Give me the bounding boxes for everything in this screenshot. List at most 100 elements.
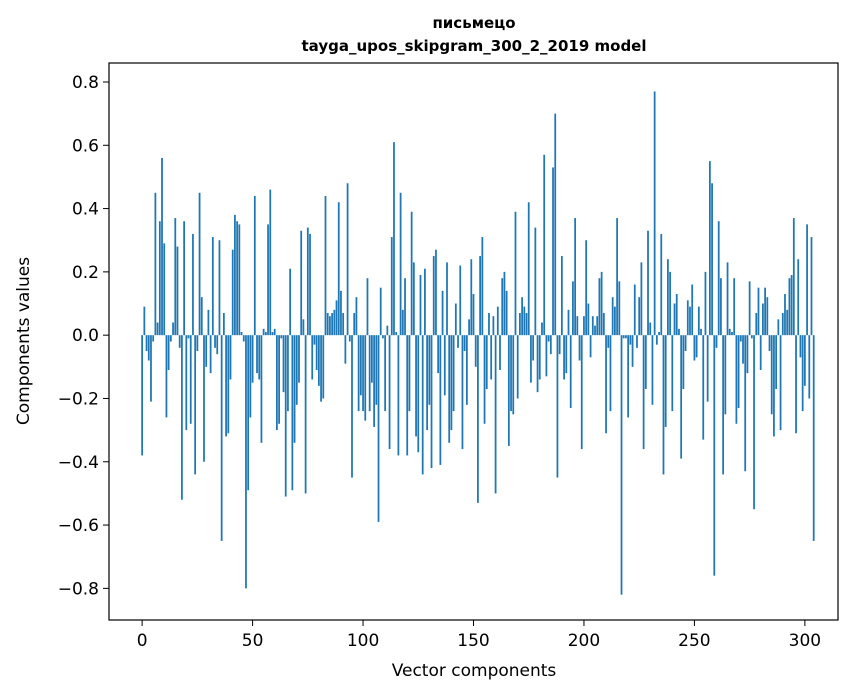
bar-231 (651, 335, 654, 405)
bar-268 (733, 278, 736, 336)
bar-285 (770, 335, 773, 415)
bar-181 (541, 322, 543, 336)
bar-121 (408, 335, 411, 412)
bar-68 (291, 335, 294, 491)
bar-53 (258, 335, 261, 380)
bar-290 (781, 313, 784, 336)
bar-153 (479, 256, 482, 336)
bar-194 (569, 335, 572, 408)
bar-264 (724, 335, 727, 415)
bar-212 (609, 335, 612, 412)
bar-76 (309, 233, 311, 336)
bar-271 (739, 335, 742, 342)
bar-155 (483, 335, 486, 424)
bar-147 (465, 335, 468, 405)
bar-96 (353, 313, 356, 336)
bar-157 (488, 313, 490, 336)
bar-230 (649, 322, 652, 336)
bar-16 (176, 246, 179, 336)
y-tick-label: 0.8 (72, 73, 99, 93)
bar-166 (507, 335, 510, 446)
bar-111 (386, 325, 389, 336)
bar-293 (788, 278, 791, 336)
bar-128 (424, 268, 426, 336)
bar-217 (620, 335, 623, 595)
bar-176 (530, 335, 532, 383)
bar-269 (735, 335, 738, 424)
bar-75 (306, 227, 309, 336)
bar-94 (348, 335, 351, 342)
bar-188 (556, 335, 559, 478)
bar-70 (295, 335, 298, 405)
bar-200 (583, 316, 585, 336)
bar-97 (355, 297, 358, 336)
bar-35 (218, 240, 221, 336)
bar-154 (481, 237, 484, 336)
y-tick-label: 0.6 (72, 136, 99, 156)
bar-71 (298, 335, 300, 383)
y-axis: −0.8 −0.6 −0.4 −0.2 0.0 0.2 0.4 0.6 0.8 (58, 73, 109, 599)
bar-137 (443, 335, 446, 396)
bar-145 (461, 335, 464, 450)
bar-102 (366, 278, 369, 336)
y-tick-label: 0.0 (72, 326, 99, 346)
bar-304 (812, 335, 815, 541)
bar-61 (276, 335, 278, 431)
bar-301 (806, 224, 808, 336)
bar-26 (198, 192, 201, 336)
bar-187 (554, 113, 557, 336)
bar-140 (450, 335, 453, 431)
bar-257 (708, 161, 711, 336)
bar-254 (702, 335, 705, 440)
bar-11 (165, 335, 168, 418)
bar-248 (689, 306, 691, 336)
bar-204 (591, 316, 594, 336)
bar-223 (633, 284, 636, 336)
bar-48 (247, 335, 250, 491)
bar-84 (326, 313, 329, 336)
bar-216 (618, 281, 621, 336)
bar-170 (516, 335, 519, 399)
bar-8 (158, 221, 161, 336)
y-axis-label: Components values (14, 257, 34, 425)
bar-22 (189, 335, 192, 424)
bar-67 (289, 268, 292, 336)
bar-138 (446, 262, 448, 336)
bar-89 (337, 202, 340, 336)
bar-87 (333, 309, 336, 336)
bar-103 (368, 335, 371, 412)
bar-182 (543, 154, 546, 336)
y-tick-label: 0.4 (72, 200, 99, 220)
bar-250 (693, 335, 696, 361)
bar-49 (249, 335, 252, 418)
bar-17 (178, 335, 181, 348)
bar-209 (602, 313, 605, 336)
bar-299 (801, 335, 804, 412)
bar-287 (775, 335, 778, 389)
bar-229 (647, 230, 649, 336)
bar-114 (393, 142, 395, 336)
bar-297 (797, 259, 800, 336)
bar-0 (141, 335, 144, 456)
bar-237 (664, 335, 667, 427)
bar-298 (799, 335, 802, 358)
bar-109 (382, 335, 384, 339)
y-tick-label: −0.4 (58, 453, 99, 473)
bar-177 (532, 335, 535, 361)
bar-158 (490, 335, 493, 380)
bar-202 (587, 303, 590, 336)
x-tick-label: 300 (789, 631, 821, 651)
bar-222 (631, 335, 634, 367)
bar-180 (538, 335, 541, 380)
bar-159 (492, 316, 495, 336)
bar-288 (777, 319, 780, 336)
bar-267 (731, 332, 733, 336)
bar-243 (678, 328, 680, 336)
bar-208 (600, 271, 603, 336)
bar-189 (558, 335, 561, 355)
bar-106 (375, 335, 378, 405)
bar-59 (271, 332, 274, 336)
bar-141 (452, 335, 455, 412)
bar-46 (242, 335, 245, 342)
bar-30 (207, 309, 210, 336)
